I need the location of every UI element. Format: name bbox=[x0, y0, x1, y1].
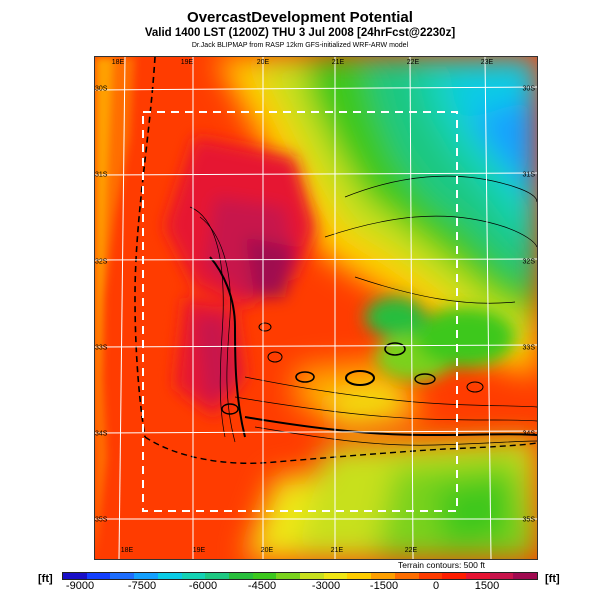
colorbar-segment bbox=[63, 573, 87, 579]
lat-label-right: 31S bbox=[522, 171, 535, 179]
lon-label-bottom: 20E bbox=[260, 547, 274, 554]
graticule bbox=[95, 57, 537, 559]
colorbar bbox=[62, 572, 538, 580]
colorbar-segment bbox=[300, 573, 324, 579]
lat-label-left: 34S bbox=[95, 430, 108, 438]
map-panel: 18E 19E 20E 21E 22E 23E 18E 19E 20E 21E 22E 30S 31S 3… bbox=[94, 56, 538, 560]
colorbar-segment bbox=[86, 573, 111, 579]
chart-title: OvercastDevelopment Potential bbox=[187, 9, 413, 26]
colorbar-tick-label: -7500 bbox=[127, 580, 157, 592]
colorbar-tick-label: -6000 bbox=[188, 580, 218, 592]
colorbar-unit-right: [ft] bbox=[545, 573, 560, 585]
colorbar-segment bbox=[323, 573, 348, 579]
lat-label-left: 30S bbox=[95, 85, 108, 93]
colorbar-segment bbox=[276, 573, 301, 579]
lon-label-bottom: 21E bbox=[330, 547, 344, 554]
model-credit: Dr.Jack BLIPMAP from RASP 12km GFS-initi… bbox=[191, 42, 409, 49]
lon-label-top: 23E bbox=[480, 59, 494, 66]
lat-label-left: 33S bbox=[95, 344, 108, 352]
lat-label-right: 34S bbox=[522, 430, 535, 438]
colorbar-segment bbox=[489, 573, 514, 579]
colorbar-segment bbox=[513, 573, 538, 579]
lon-label-bottom: 22E bbox=[404, 547, 418, 554]
colorbar-segment bbox=[418, 573, 443, 579]
lon-label-top: 18E bbox=[111, 59, 125, 66]
field-west-coast bbox=[95, 57, 135, 559]
colorbar-tick-label: 1500 bbox=[474, 580, 500, 592]
colorbar-segment bbox=[465, 573, 490, 579]
colorbar-segment bbox=[371, 573, 395, 579]
lat-label-right: 33S bbox=[522, 344, 535, 352]
lat-label-left: 35S bbox=[95, 516, 108, 524]
inner-domain-box bbox=[142, 111, 458, 512]
map-field bbox=[95, 57, 537, 559]
lat-label-right: 35S bbox=[522, 516, 535, 524]
colorbar-segment bbox=[110, 573, 135, 579]
lon-label-bottom: 19E bbox=[192, 547, 206, 554]
colorbar-tick-label: -4500 bbox=[247, 580, 277, 592]
colorbar-segment bbox=[157, 573, 182, 579]
colorbar-segment bbox=[252, 573, 277, 579]
lat-label-right: 32S bbox=[522, 258, 535, 266]
field-southeast bbox=[245, 357, 537, 559]
colorbar-segment bbox=[347, 573, 372, 579]
colorbar-ticks: -9000 -7500 -6000 -4500 -3000 -1500 0 1500 bbox=[62, 580, 536, 594]
lon-label-top: 19E bbox=[180, 59, 194, 66]
lat-label-left: 31S bbox=[95, 171, 108, 179]
colorbar-tick-label: -9000 bbox=[65, 580, 95, 592]
field-darkred-core bbox=[165, 137, 315, 417]
colorbar-tick-label: -1500 bbox=[369, 580, 399, 592]
colorbar-segment bbox=[228, 573, 253, 579]
terrain-contours bbox=[134, 57, 537, 464]
colorbar-segment bbox=[442, 573, 466, 579]
colorbar-segment bbox=[394, 573, 419, 579]
colorbar-segment bbox=[181, 573, 206, 579]
lat-label-right: 30S bbox=[522, 85, 535, 93]
colorbar-tick-label: -3000 bbox=[311, 580, 341, 592]
colorbar-segment bbox=[134, 573, 158, 579]
colorbar-unit-left: [ft] bbox=[38, 573, 53, 585]
lon-label-bottom: 18E bbox=[120, 547, 134, 554]
contour-note: Terrain contours: 500 ft bbox=[398, 560, 485, 570]
colorbar-tick-label: 0 bbox=[432, 580, 440, 592]
colorbar-segment bbox=[205, 573, 229, 579]
lon-label-top: 22E bbox=[406, 59, 420, 66]
lon-label-top: 21E bbox=[331, 59, 345, 66]
lat-label-left: 32S bbox=[95, 258, 108, 266]
lon-label-top: 20E bbox=[256, 59, 270, 66]
valid-time: Valid 1400 LST (1200Z) THU 3 Jul 2008 [2… bbox=[144, 27, 456, 39]
